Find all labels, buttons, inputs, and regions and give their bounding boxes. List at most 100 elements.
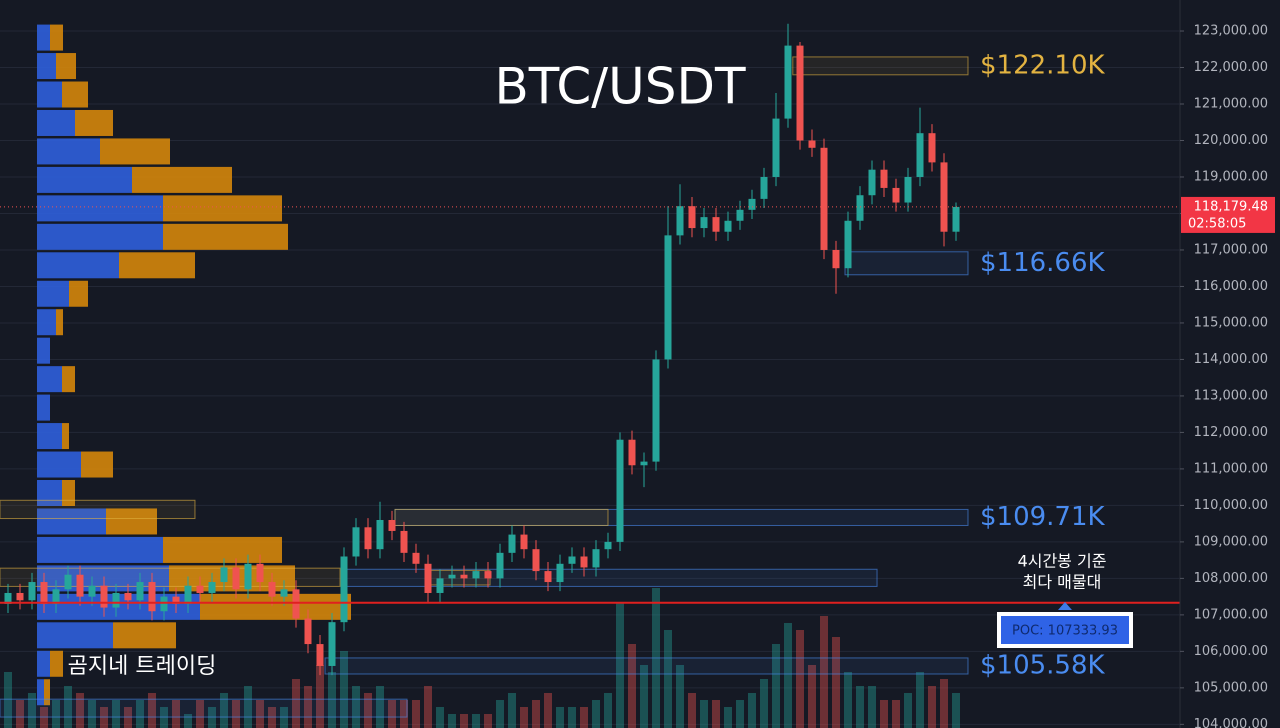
volume-bar [244,686,252,728]
candle-body [268,582,276,597]
candle-body [220,567,228,583]
volume-bar [940,679,948,728]
candle-body [412,552,420,564]
zone [324,657,969,675]
volume-bar [424,686,432,728]
y-tick-label: 119,000.00 [1194,169,1268,184]
volume-bar [52,700,60,728]
poc-label: POC: 107333.93 [1012,624,1118,639]
candle-body [388,520,396,531]
volume-bar [820,616,828,728]
candle-body [904,176,912,203]
profile-sell [132,166,232,193]
profile-buy [37,280,69,307]
volume-bar [640,665,648,728]
candle-body [316,644,324,666]
y-tick-label: 106,000.00 [1194,644,1268,659]
volume-bar [880,700,888,728]
volume-bar [928,686,936,728]
candle-body [796,45,804,141]
candle-body [832,249,840,269]
poc-note: 최다 매물대 [1023,573,1102,592]
volume-bar [544,693,552,728]
volume-bar [448,714,456,728]
candle-body [40,582,48,604]
candle-body [784,45,792,119]
candle-body [52,589,60,604]
volume-bar [148,693,156,728]
volume-bar [376,686,384,728]
volume-bar [676,665,684,728]
profile-buy [37,622,113,649]
candle-body [628,439,636,466]
profile-buy [37,508,106,535]
poc-note: 4시간봉 기준 [1018,552,1107,571]
zone [0,567,341,587]
profile-sell [81,451,113,478]
profile-buy [37,109,75,136]
profile-sell [62,366,75,393]
profile-sell [200,593,351,620]
candle-body [148,582,156,612]
y-tick-label: 113,000.00 [1194,388,1268,403]
price-axis [1180,0,1280,728]
volume-bar [748,693,756,728]
volume-bar [556,707,564,728]
candle-body [568,556,576,564]
poc-box [1001,616,1129,644]
profile-buy [37,223,163,250]
profile-buy [37,309,56,336]
profile-sell [163,223,288,250]
y-tick-label: 116,000.00 [1194,279,1268,294]
candle-body [772,118,780,177]
zone-label: $105.58K [980,650,1106,680]
profile-sell [50,650,63,677]
volume-bar [700,700,708,728]
candle-body [184,585,192,604]
candle-body [160,596,168,612]
candle-body [136,582,144,601]
candle-body [280,589,288,597]
candle-body [328,622,336,666]
volume-bar [388,700,396,728]
volume-bar [760,679,768,728]
profile-buy [37,650,50,677]
candle-body [244,563,252,590]
zone [0,698,408,718]
y-tick-label: 105,000.00 [1194,680,1268,695]
y-tick-label: 104,000.00 [1194,717,1268,728]
profile-sell [56,53,76,80]
volume-bar [628,644,636,728]
profile-sell [100,138,170,165]
profile-buy [37,423,62,450]
zone [0,499,196,520]
volume-bar [460,714,468,728]
volume-bar [316,665,324,728]
volume-bar [436,707,444,728]
candle-body [736,209,744,221]
candle-body [820,147,828,250]
profile-sell [119,252,195,279]
profile-buy [37,166,132,193]
volume-bar [28,693,36,728]
candle-body [424,563,432,593]
volume-bar [532,700,540,728]
candle-body [688,206,696,229]
candle-body [508,534,516,553]
volume-bar [328,672,336,728]
profile-sell [106,508,157,535]
volume-bar [412,700,420,728]
volume-bar [352,686,360,728]
volume-bar [736,700,744,728]
volume-bar [88,700,96,728]
volume-bar [364,693,372,728]
profile-buy [37,479,62,506]
candle-body [580,556,588,568]
y-tick-label: 115,000.00 [1194,315,1268,330]
candle-body [256,563,264,583]
volume-bar [664,630,672,728]
profile-sell [75,109,113,136]
candle-body [4,592,12,604]
volume-bar [184,714,192,728]
volume-bar [400,700,408,728]
